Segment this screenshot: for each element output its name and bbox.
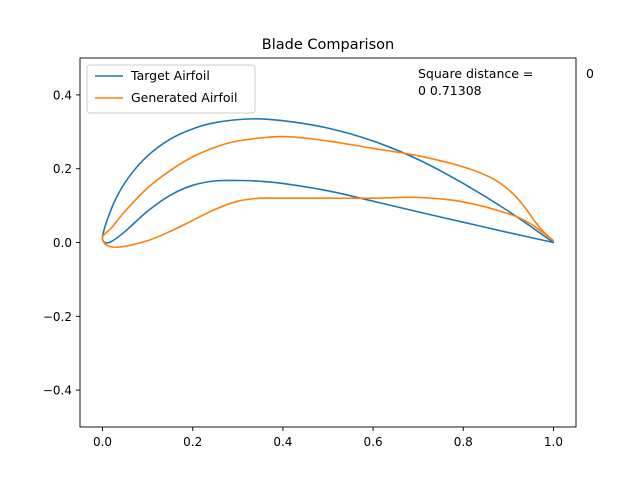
x-tick-label: 0.0	[93, 435, 112, 449]
x-tick-label: 0.8	[454, 435, 473, 449]
y-tick-label: −0.4	[43, 384, 72, 398]
legend-label-target-airfoil: Target Airfoil	[130, 68, 210, 83]
y-axis: −0.4 −0.2 0.0 0.2 0.4	[43, 88, 80, 398]
y-tick-label: 0.4	[53, 88, 72, 102]
x-tick-label: 0.2	[183, 435, 202, 449]
series-line-generated-airfoil	[101, 135, 555, 249]
annotation-line-2: 0 0.71308	[418, 83, 482, 98]
x-axis: 0.0 0.2 0.4 0.6 0.8 1.0	[93, 427, 563, 449]
legend: Target Airfoil Generated Airfoil	[86, 64, 256, 114]
y-tick-label: 0.2	[53, 162, 72, 176]
legend-box	[86, 64, 256, 114]
chart-title: Blade Comparison	[262, 37, 394, 53]
x-tick-label: 1.0	[544, 435, 563, 449]
y-tick-label: 0.0	[53, 236, 72, 250]
legend-label-generated-airfoil: Generated Airfoil	[131, 90, 237, 105]
series-layer	[101, 118, 555, 249]
x-tick-label: 0.6	[364, 435, 383, 449]
x-tick-label: 0.4	[273, 435, 292, 449]
y-tick-label: −0.2	[43, 310, 72, 324]
annotation-line-1: Square distance =	[418, 66, 533, 81]
square-distance-annotation: Square distance = 0 0 0.71308	[418, 66, 594, 98]
annotation-line-1-value: 0	[586, 66, 594, 81]
